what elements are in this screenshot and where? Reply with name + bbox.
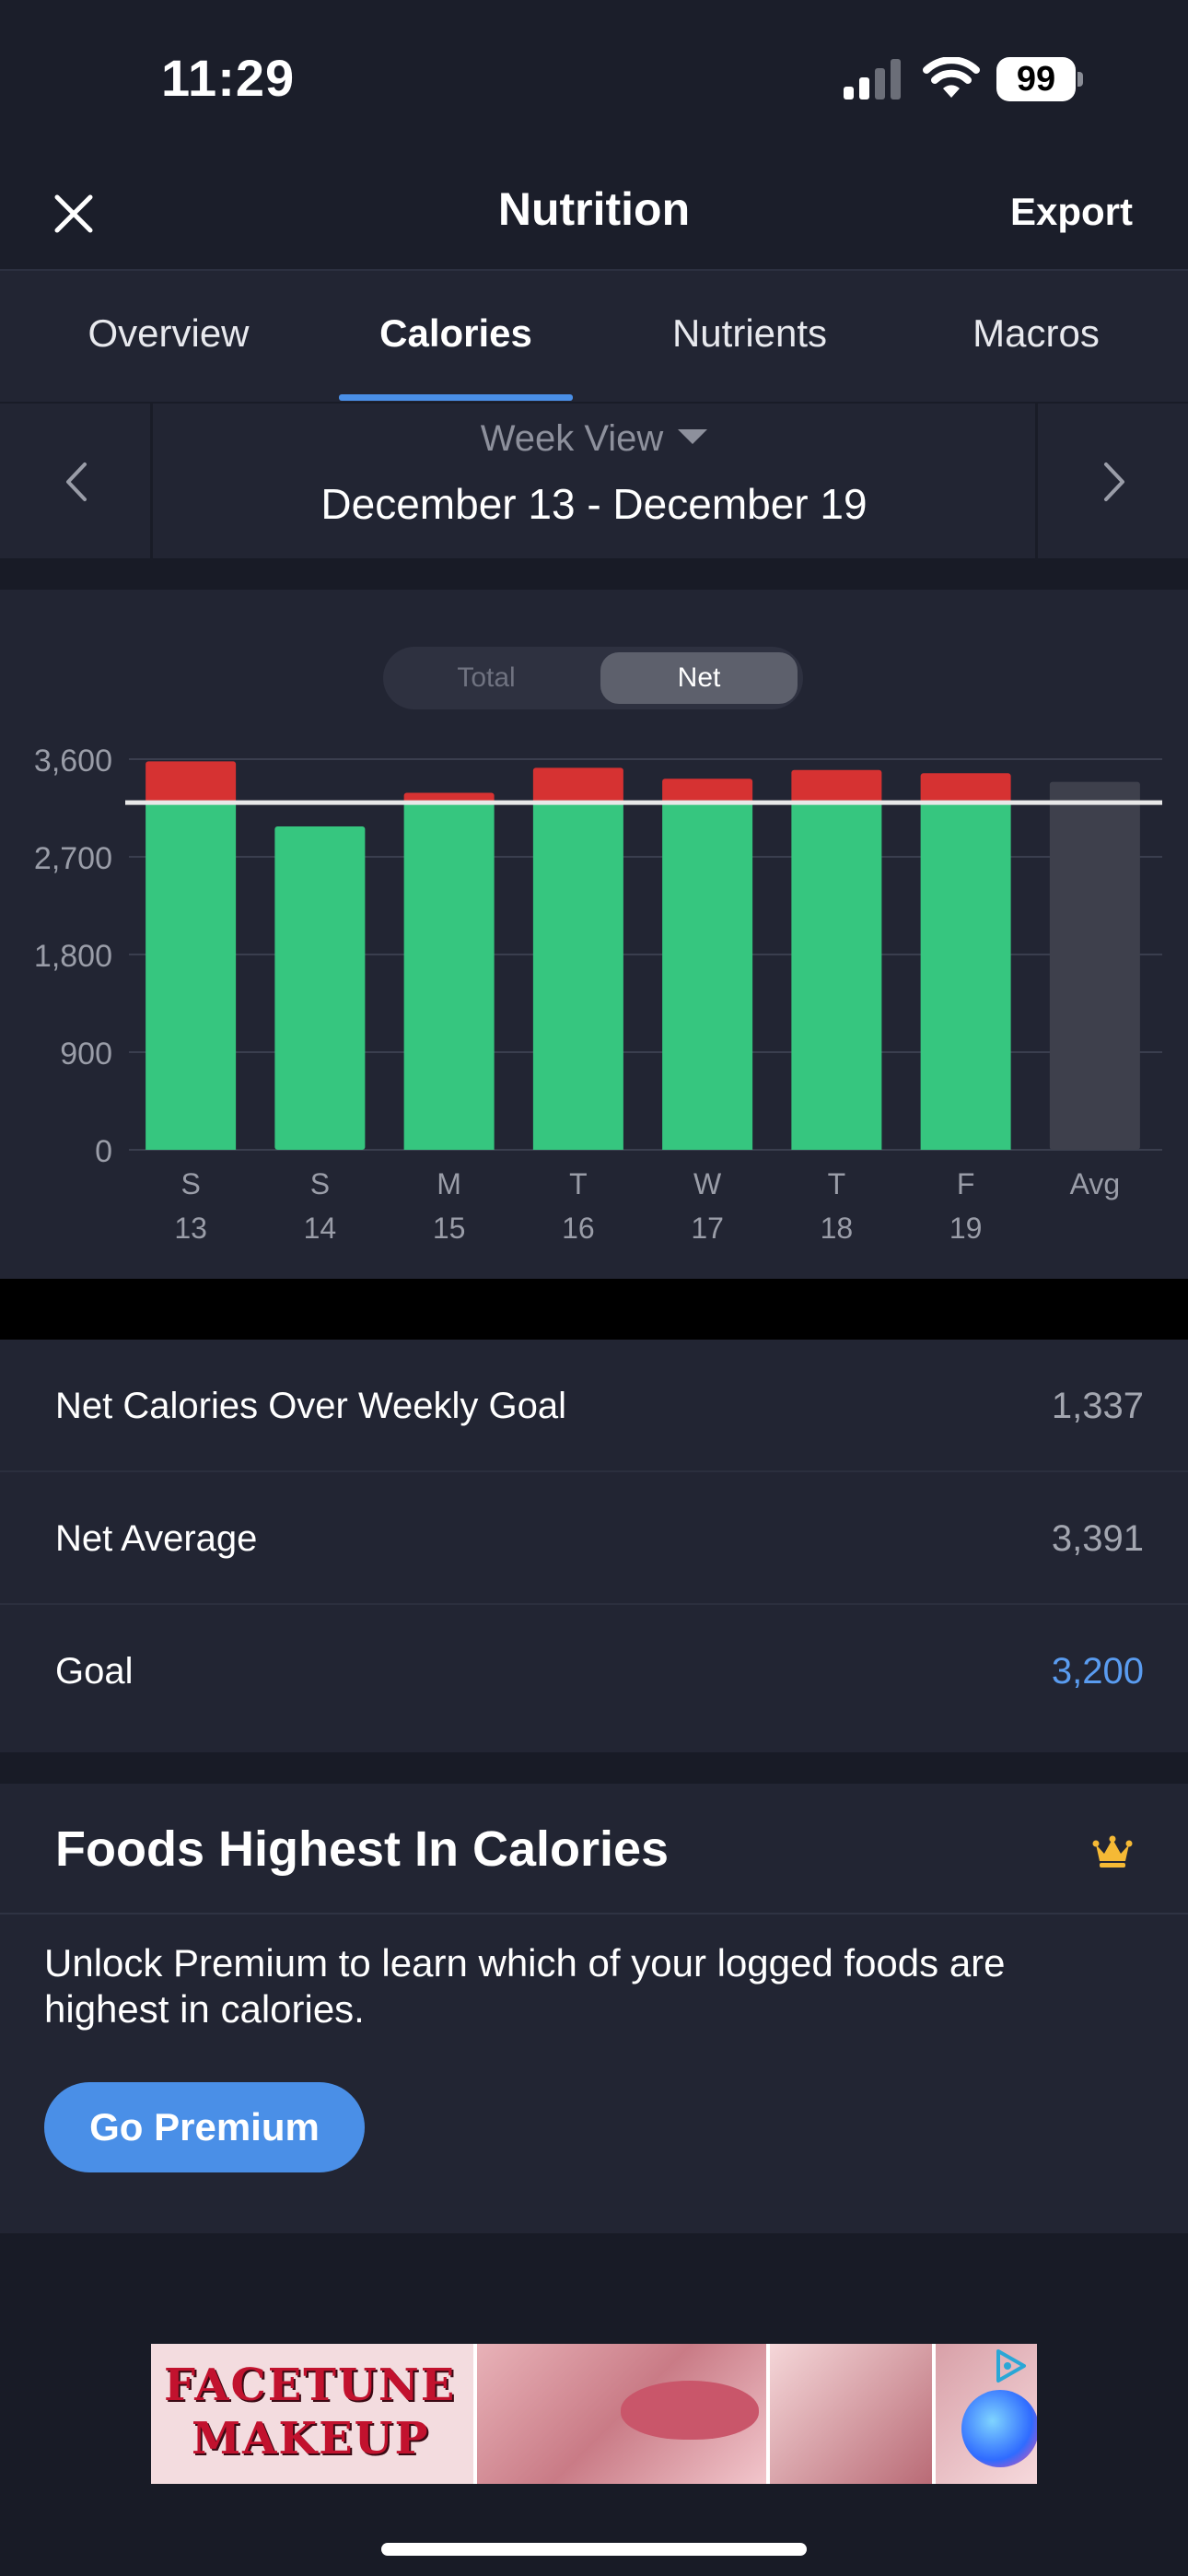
x-tick-day: M [437,1167,461,1200]
x-tick-day: S [181,1167,200,1200]
bar-under-goal [274,826,366,1150]
tab-calories[interactable]: Calories [379,311,532,355]
bar-over-goal [662,779,753,803]
week-view-selector[interactable]: Week View [0,418,1188,460]
battery-tip [1077,72,1083,87]
x-tick-date: 14 [304,1212,337,1245]
premium-card-title: Foods Highest In Calories [55,1821,670,1877]
ad-image-face [766,2344,932,2484]
bar-under-goal [920,802,1011,1150]
stat-value: 1,337 [1051,1386,1144,1426]
y-tick-label: 3,600 [34,744,112,779]
battery-level: 99 [996,57,1076,101]
stat-label: Net Average [55,1518,258,1559]
x-tick-day: Avg [1070,1167,1121,1200]
tab-bar: Overview Calories Nutrients Macros [0,271,1188,402]
x-tick-day: T [569,1167,588,1200]
x-tick-date: 19 [949,1212,983,1245]
ad-headline: FACETUNE MAKEUP [164,2359,456,2465]
bar-over-goal [146,761,237,803]
goal-value[interactable]: 3,200 [1051,1651,1144,1692]
ad-headline-line2: MAKEUP [192,2413,430,2465]
bar-over-goal [920,773,1011,803]
bar-under-goal [146,802,237,1150]
premium-description: Unlock Premium to learn which of your lo… [44,1941,1006,2031]
cellular-signal-icon [844,59,901,100]
foods-highest-premium-card: Foods Highest In Calories Unlock Premium… [0,1784,1188,2233]
x-tick-date: 16 [562,1212,595,1245]
y-tick-label: 0 [95,1134,112,1169]
y-tick-label: 1,800 [34,939,112,974]
wifi-icon [923,57,980,98]
previous-week-button[interactable] [0,404,153,560]
toggle-net-option[interactable]: Net [600,652,798,704]
y-tick-label: 2,700 [34,841,112,876]
chevron-right-icon [1104,463,1124,501]
stat-row-net-over-goal: Net Calories Over Weekly Goal 1,337 [0,1340,1188,1472]
calorie-chart-panel: 3,600 2,700 1,800 900 0 S 13 S 14 M 15 T 16 W 17 T 18 F 19… [0,590,1188,1279]
x-tick-date: 18 [821,1212,854,1245]
tab-macros[interactable]: Macros [973,311,1100,355]
bar-under-goal [403,802,495,1150]
bar-over-goal [403,792,495,803]
x-tick-date: 17 [691,1212,724,1245]
ad-choices-icon[interactable] [991,2348,1030,2384]
stat-label: Goal [55,1651,134,1692]
chevron-left-icon [66,463,87,501]
x-tick-day: T [828,1167,846,1200]
bar-average [1049,781,1140,1150]
ad-headline-line1: FACETUNE [164,2359,457,2411]
bar-over-goal [791,769,882,803]
home-indicator [381,2543,807,2556]
status-time: 11:29 [161,49,296,107]
tab-nutrients[interactable]: Nutrients [671,311,828,355]
export-button[interactable]: Export [1009,190,1133,233]
stat-value: 3,391 [1051,1518,1144,1559]
section-divider [0,1279,1188,1340]
date-navigator: Week View December 13 - December 19 [0,402,1188,560]
go-premium-button[interactable]: Go Premium [44,2082,365,2172]
ad-banner[interactable]: FACETUNE MAKEUP [151,2344,1037,2484]
crown-icon [1092,1835,1133,1868]
nav-header: Nutrition Export [0,157,1188,271]
toggle-total-option[interactable]: Total [457,662,516,693]
app-logo-icon [961,2390,1037,2467]
bar-under-goal [532,802,623,1150]
x-tick-day: W [693,1167,722,1200]
y-tick-label: 900 [60,1036,112,1071]
battery-icon: 99 [996,57,1083,101]
stat-row-net-average: Net Average 3,391 [0,1472,1188,1605]
calorie-stats-list: Net Calories Over Weekly Goal 1,337 Net … [0,1340,1188,1752]
bar-under-goal [662,802,753,1150]
bar-under-goal [791,802,882,1150]
stat-row-goal[interactable]: Goal 3,200 [0,1605,1188,1738]
total-net-toggle[interactable]: Total Net [383,647,803,709]
calorie-bar-chart: 3,600 2,700 1,800 900 0 S 13 S 14 M 15 T 16 W 17 T 18 F 19… [34,744,1162,1245]
bar-over-goal [532,767,623,803]
next-week-button[interactable] [1035,404,1188,560]
stat-label: Net Calories Over Weekly Goal [55,1386,566,1426]
x-tick-day: F [957,1167,975,1200]
status-bar: 11:29 99 [0,0,1188,157]
week-view-label: Week View [480,418,664,459]
premium-card-header: Foods Highest In Calories [0,1784,1188,1914]
date-range-label: December 13 - December 19 [320,480,868,528]
close-icon[interactable] [44,184,103,243]
tab-overview[interactable]: Overview [87,311,250,355]
x-tick-day: S [310,1167,330,1200]
caret-down-icon [678,429,708,445]
x-tick-date: 13 [174,1212,207,1245]
active-tab-indicator [339,394,573,401]
x-tick-date: 15 [433,1212,466,1245]
ad-image-lips [621,2381,759,2440]
